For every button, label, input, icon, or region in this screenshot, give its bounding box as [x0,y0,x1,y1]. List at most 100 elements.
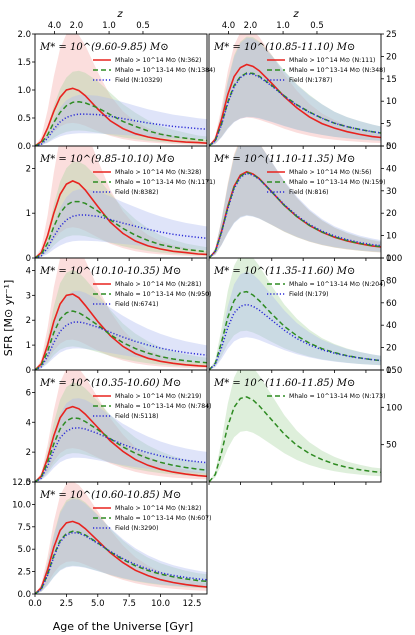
chart-panel-2: 0 1 2 M* = 10^(9.85-10.10) M⊙ Mhalo > 10^14 … [26,145,215,264]
series-line [35,520,207,594]
y-tick-label: 0 [386,142,391,152]
panel-title: M* = 10^(11.60-11.85) M⊙ [213,378,355,389]
uncertainty-band [209,37,381,146]
legend-entry: Mhalo > 10^14 M⊙ (N:362) [115,57,201,64]
panel-frame [34,481,208,595]
series-line [35,417,207,482]
uncertainty-band [35,189,207,258]
y-tick-label: 1.5 [17,58,31,68]
y-tick-label: 5.0 [17,545,31,555]
z-tick-label: 0.5 [136,21,150,31]
legend-entry: Field (N:816) [289,189,329,196]
series-line [35,200,207,258]
x-tick-label: 12.5 [182,599,201,609]
chart-panel-3: 0 10 20 30 40 50 M* = 10^(11.10-11.35) M⊙ Mhalo… [208,142,397,264]
uncertainty-band [35,496,207,594]
y-tick-label: 2 [26,164,31,174]
y-tick-label: 40 [386,321,397,331]
legend-entry: Mhalo > 10^14 M⊙ (N:111) [289,57,375,64]
uncertainty-band [35,482,207,594]
y-tick-label: 100 [386,403,402,413]
legend-entry: Mhalo = 10^13-14 M⊙ (N:1171) [115,179,215,186]
y-tick-label: 0.0 [17,142,31,152]
x-tick-label: 10.0 [151,599,170,609]
y-tick-label: 1 [26,341,31,351]
x-axis-title: Age of the Universe [Gyr] [53,620,193,633]
uncertainty-band [35,290,207,370]
series-line [35,405,207,482]
chart-panel-1: 0 5 10 15 20 25 M* = 10^(10.85-11.10) M⊙ Mhalo … [208,30,397,152]
y-tick-label: 10 [386,232,397,242]
legend-entry: Mhalo > 10^14 M⊙ (N:328) [115,169,201,176]
top-axis-title-left: z [116,9,123,20]
uncertainty-band [35,94,207,146]
y-tick-label: 80 [386,276,397,286]
y-tick-label: 100 [386,254,402,264]
chart-panel-5: 0 20 40 60 80 100 M* = 10^(11.35-11.60) M⊙ Mhal… [208,254,402,376]
y-tick-label: 3 [26,291,31,301]
y-tick-label: 4 [26,266,31,276]
y-tick-label: 60 [386,299,397,309]
x-tick-label: 7.5 [122,599,136,609]
series-line [209,73,381,146]
legend-entry: Field (N:3290) [115,525,159,532]
y-tick-label: 2.0 [17,30,31,40]
uncertainty-band [35,258,207,370]
uncertainty-band [209,271,381,370]
y-tick-label: 50 [386,441,397,451]
z-tick-label: 0.5 [310,21,324,31]
y-tick-label: 5 [386,120,391,130]
legend-entry: Mhalo = 10^13-14 M⊙ (N:204) [289,281,386,288]
series-line [35,113,207,146]
series-line [35,310,207,370]
legend-entry: Mhalo = 10^13-14 M⊙ (N:1384) [115,67,215,74]
legend-entry: Mhalo = 10^13-14 M⊙ (N:607) [115,515,212,522]
y-tick-label: 2 [26,316,31,326]
y-tick-label: 20 [386,52,397,62]
legend-entry: Mhalo = 10^13-14 M⊙ (N:784) [115,403,212,410]
y-tick-label: 4 [26,418,31,428]
chart-panel-6: 0 2 4 6 M* = 10^(10.35-10.60) M⊙ Mhalo > 10^1… [26,369,212,488]
legend-entry: Field (N:1787) [289,77,333,84]
y-tick-label: 20 [386,209,397,219]
panel-title: M* = 10^(9.85-10.10) M⊙ [39,154,175,165]
panel-title: M* = 10^(10.60-10.85) M⊙ [39,490,181,501]
z-tick-label: 1.0 [102,21,116,31]
uncertainty-band [209,34,381,146]
y-tick-label: 0 [26,478,31,488]
z-tick-label: 2.0 [70,21,84,31]
z-tick-label: 4.0 [222,21,236,31]
legend-entry: Mhalo > 10^14 M⊙ (N:281) [115,281,201,288]
y-tick-label: 6 [26,388,31,398]
z-tick-label: 2.0 [244,21,258,31]
series-line [35,180,207,258]
y-axis-title: SFR [M⊙ yr⁻¹] [2,280,15,356]
panel-title: M* = 10^(11.10-11.35) M⊙ [213,154,355,165]
legend-entry: Field (N:6741) [115,301,159,308]
uncertainty-band [35,269,207,370]
legend-entry: Field (N:10329) [115,77,162,84]
panel-frame [208,369,382,483]
legend-entry: Mhalo = 10^13-14 M⊙ (N:159) [289,179,386,186]
y-tick-label: 20 [386,344,397,354]
uncertainty-band [35,162,207,258]
y-tick-label: 0 [26,254,31,264]
legend-entry: Mhalo = 10^13-14 M⊙ (N:348) [289,67,386,74]
y-tick-label: 0 [26,366,31,376]
chart-panel-8: 0.0 2.5 5.0 7.5 10.0 12.5 0.0 2.5 5.0 7.5 10.0 12.5… [12,478,211,609]
y-tick-label: 15 [386,75,397,85]
series-line [35,531,207,594]
y-tick-label: 2.5 [17,568,31,578]
top-axis-title-right: z [292,9,299,20]
y-tick-label: 150 [386,366,402,376]
series-line [209,172,381,258]
legend-entry: Mhalo = 10^13-14 M⊙ (N:950) [115,291,212,298]
uncertainty-band [209,258,381,370]
y-tick-label: 12.5 [12,478,31,488]
x-tick-label: 0.0 [28,599,42,609]
z-tick-label: 4.0 [48,21,62,31]
y-tick-label: 30 [386,187,397,197]
y-tick-label: 1 [26,209,31,219]
y-tick-label: 0 [386,366,391,376]
series-line [209,303,381,370]
